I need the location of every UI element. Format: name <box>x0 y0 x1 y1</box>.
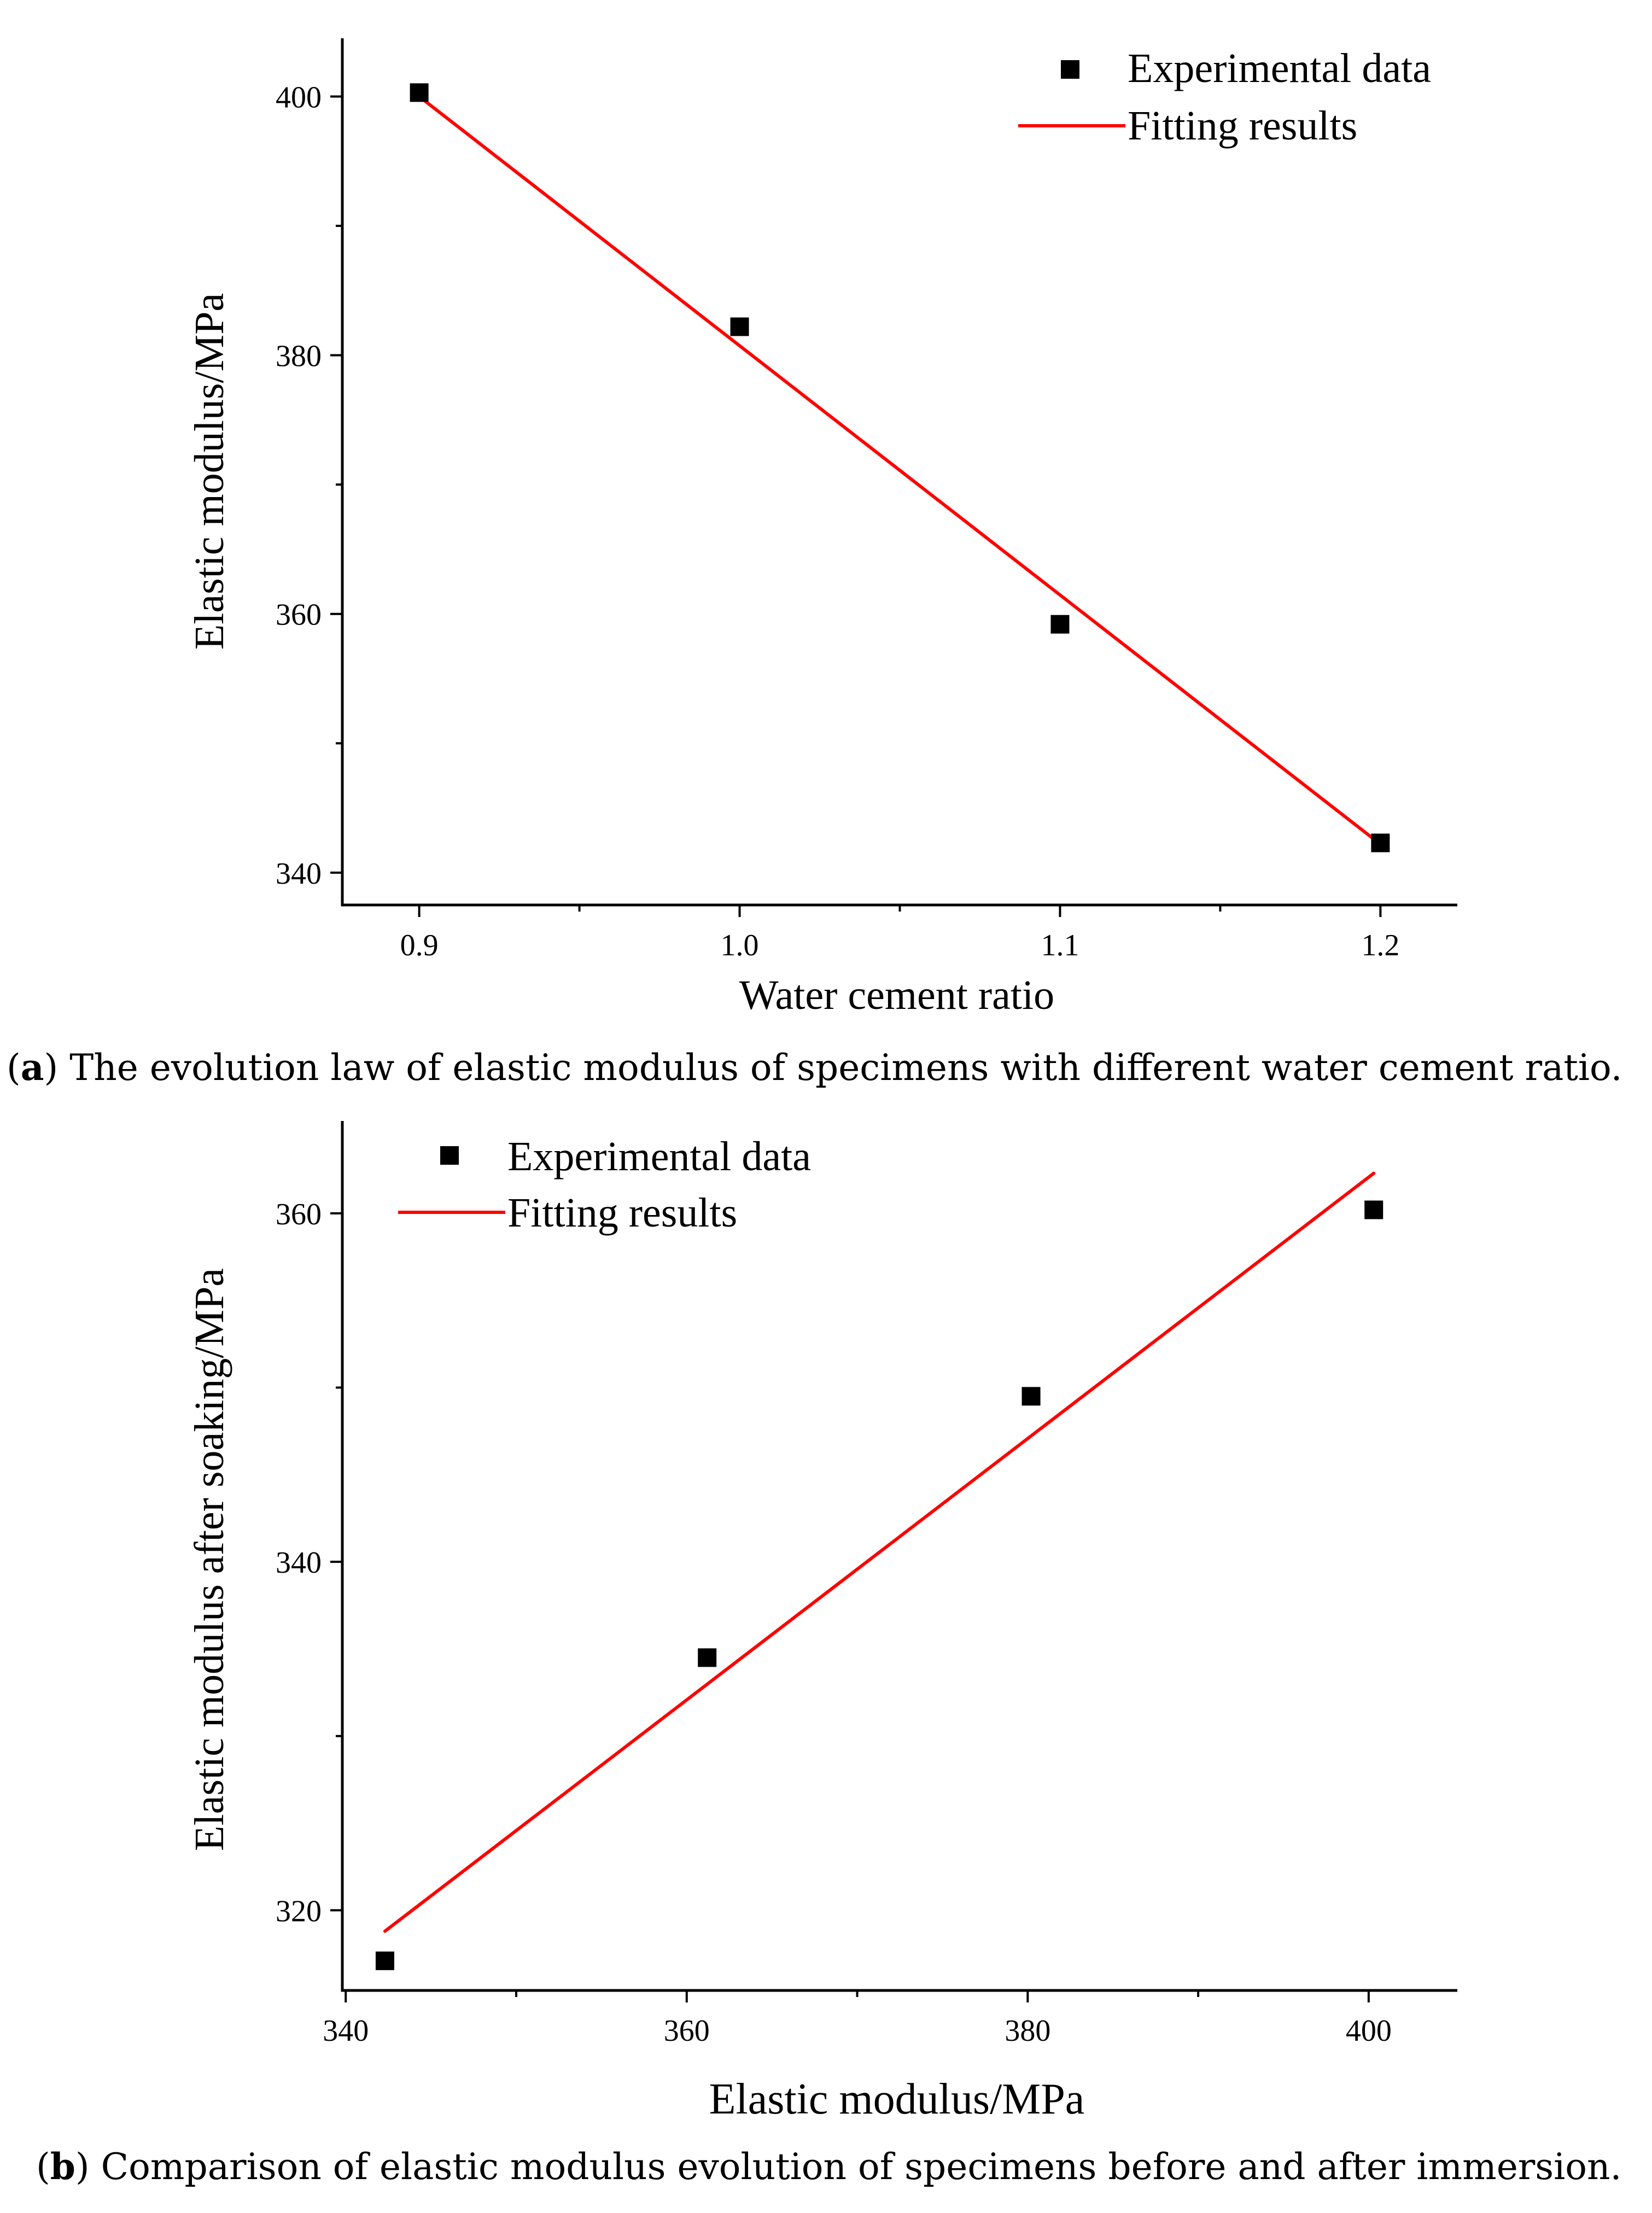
panel-b-caption-label: b <box>50 2145 75 2188</box>
panel-a-legend-label-0: Experimental data <box>1128 45 1431 91</box>
panel-a-data-point <box>1050 615 1070 634</box>
panel-b-x-tick-label: 380 <box>1005 2014 1050 2048</box>
panel-a-y-tick-label: 380 <box>276 340 322 373</box>
panel-a-x-tick-label: 1.0 <box>721 929 759 962</box>
panel-b: 340 360 380 400 320 340 360 Experimental data … <box>36 1121 1622 2188</box>
panel-a-legend: Experimental data Fitting results <box>1018 45 1431 149</box>
panel-a-y-label: Elastic modulus/MPa <box>186 293 232 650</box>
panel-a-caption-label: a <box>21 1046 44 1089</box>
panel-b-x-tick-label: 360 <box>664 2014 710 2048</box>
panel-a-data-point <box>410 83 429 102</box>
panel-b-caption-text: Comparison of elastic modulus evolution … <box>101 2146 1622 2188</box>
panel-a-x-tick-label: 1.2 <box>1361 929 1399 962</box>
panel-b-axes <box>341 1121 1457 1992</box>
panel-b-x-label: Elastic modulus/MPa <box>709 2075 1085 2123</box>
panel-a-fit-line <box>417 95 1382 846</box>
panel-b-x-tick-label: 400 <box>1346 2014 1392 2048</box>
panel-b-caption: (b) Comparison of elastic modulus evolut… <box>36 2145 1622 2188</box>
panel-a-points-group <box>410 83 1390 852</box>
panel-b-y-tick-label: 360 <box>276 1198 322 1231</box>
panel-b-y-tick-label: 340 <box>276 1546 322 1580</box>
panel-a-ticks: 0.9 1.0 1.1 1.2 340 360 380 400 <box>276 80 1399 962</box>
panel-a-axes <box>341 38 1457 907</box>
panel-a-y-tick-label: 400 <box>276 80 322 114</box>
panel-b-y-label: Elastic modulus after soaking/MPa <box>186 1268 232 1851</box>
panel-a-caption: (a) The evolution law of elastic modulus… <box>7 1046 1622 1089</box>
panel-a-caption-text: The evolution law of elastic modulus of … <box>69 1047 1622 1089</box>
panel-b-legend: Experimental data Fitting results <box>398 1134 811 1236</box>
panel-b-legend-label-0: Experimental data <box>507 1134 811 1180</box>
panel-a-y-tick-label: 360 <box>276 598 322 632</box>
panel-b-y-tick-label: 320 <box>276 1894 322 1928</box>
panel-a: 0.9 1.0 1.1 1.2 340 360 380 400 Experimental da… <box>7 38 1622 1089</box>
panel-b-points-group <box>375 1200 1384 1970</box>
panel-b-data-point <box>375 1951 394 1970</box>
panel-a-legend-marker <box>1061 60 1079 79</box>
panel-a-x-tick-label: 0.9 <box>400 929 439 962</box>
panel-b-fit-line <box>383 1171 1376 1933</box>
panel-b-legend-label-1: Fitting results <box>507 1190 737 1236</box>
panel-b-ticks: 340 360 380 400 320 340 360 <box>276 1198 1392 2048</box>
panel-a-x-tick-label: 1.1 <box>1041 929 1079 962</box>
panel-b-fit-group <box>383 1171 1376 1933</box>
panel-b-data-point <box>698 1648 717 1667</box>
panel-a-data-point <box>730 317 749 336</box>
panel-a-data-point <box>1371 833 1390 852</box>
panel-b-x-tick-label: 340 <box>323 2014 369 2048</box>
panel-a-legend-label-1: Fitting results <box>1128 103 1357 149</box>
panel-b-legend-marker <box>440 1146 459 1165</box>
panel-b-data-point <box>1021 1387 1041 1406</box>
panel-a-y-tick-label: 340 <box>276 857 322 891</box>
panel-b-data-point <box>1364 1200 1384 1219</box>
panel-a-fit-group <box>417 95 1382 846</box>
panel-a-x-label: Water cement ratio <box>739 972 1054 1018</box>
